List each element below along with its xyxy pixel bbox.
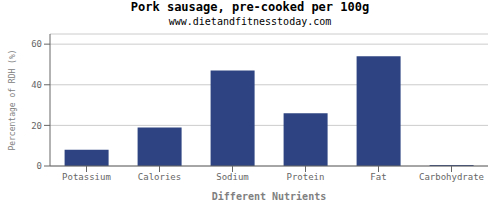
svg-text:40: 40	[31, 80, 42, 90]
html-text:Pork sausage, pre-cooked per 1: Pork sausage, pre-cooked per 100g	[130, 0, 370, 14]
svg-text:20: 20	[31, 121, 42, 131]
svg-text:Sodium: Sodium	[216, 172, 249, 182]
svg-text:Calories: Calories	[138, 172, 181, 182]
svg-text:Carbohydrate: Carbohydrate	[419, 172, 484, 182]
svg-text:Different Nutrients: Different Nutrients	[212, 191, 326, 200]
svg-text:0: 0	[37, 161, 42, 171]
svg-text:60: 60	[31, 39, 42, 49]
svg-text:Fat: Fat	[370, 172, 386, 182]
svg-text:Protein: Protein	[287, 172, 325, 182]
html-text:www.dietandfitnesstoday.com: www.dietandfitnesstoday.com	[168, 16, 332, 27]
svg-text:Potassium: Potassium	[62, 172, 111, 182]
svg-text:Percentage of RDH (%): Percentage of RDH (%)	[8, 49, 17, 150]
